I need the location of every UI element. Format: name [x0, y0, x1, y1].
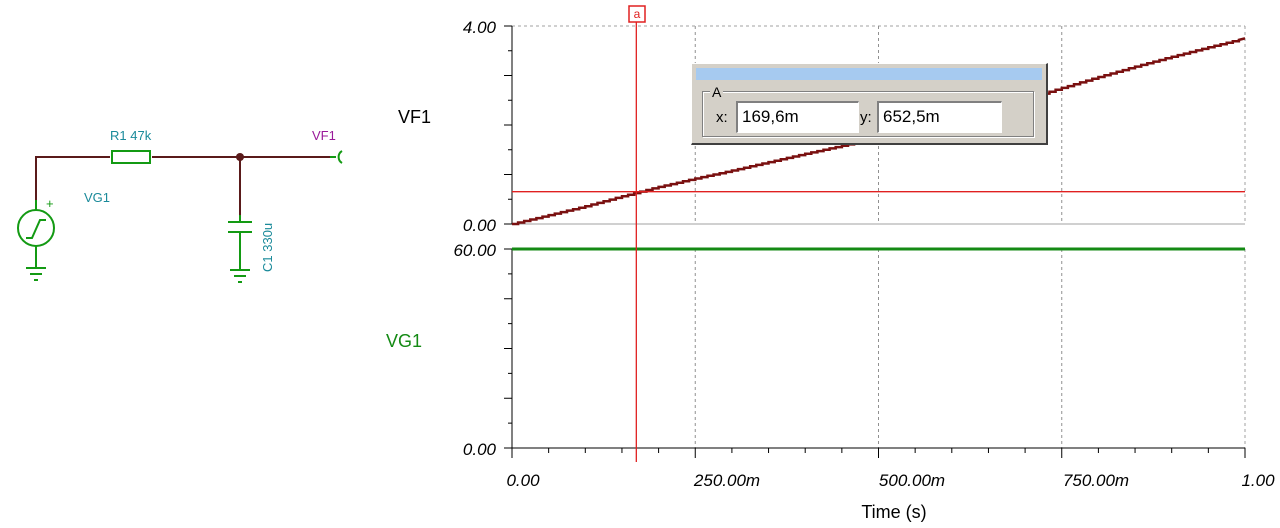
- cursor-groupbox: [702, 91, 1034, 137]
- capacitor-label: C1 330u: [260, 223, 275, 272]
- ground-symbol-capacitor: [230, 269, 250, 283]
- x-value-label: x:: [716, 109, 728, 126]
- resistor-label: R1 47k: [110, 128, 152, 143]
- y-tick-top-min: 0.00: [463, 216, 497, 235]
- x-tick-label: 250.00m: [693, 471, 760, 490]
- x-value-field[interactable]: 169,6m: [736, 101, 859, 133]
- y-value-field[interactable]: 652,5m: [877, 101, 1002, 133]
- x-tick-label: 750.00m: [1063, 471, 1129, 490]
- y-tick-top-max: 4.00: [463, 18, 497, 37]
- probe-vf1[interactable]: [330, 150, 343, 164]
- probe-label: VF1: [312, 128, 336, 143]
- trace-label-vf1: VF1: [398, 107, 431, 127]
- x-tick-label: 1.00: [1241, 471, 1275, 490]
- y-tick-bottom-max: 60.00: [453, 241, 496, 260]
- cursor-a[interactable]: [512, 22, 1245, 462]
- x-tick-label: 0.00: [506, 471, 540, 490]
- x-tick-label: 500.00m: [879, 471, 945, 490]
- source-label: VG1: [84, 190, 110, 205]
- cursor-marker[interactable]: a: [628, 5, 646, 23]
- window-titlebar[interactable]: [696, 68, 1042, 80]
- ground-symbol-source: [26, 267, 46, 281]
- y-tick-bottom-min: 0.00: [463, 440, 497, 459]
- source-polarity-plus: +: [46, 196, 54, 211]
- capacitor-c1[interactable]: [228, 215, 252, 270]
- cursor-readout-window[interactable]: A x: 169,6m y: 652,5m: [691, 63, 1048, 145]
- bottom-panel-grid: [512, 248, 1246, 449]
- y-value-label: y:: [860, 109, 872, 126]
- trace-label-vg1: VG1: [386, 331, 422, 351]
- voltage-source-vg1[interactable]: [17, 200, 55, 268]
- cursor-group-title: A: [710, 84, 724, 100]
- x-axis-label: Time (s): [861, 502, 926, 522]
- resistor-r1[interactable]: [111, 150, 151, 164]
- junction-dot: [236, 153, 244, 161]
- axes: [504, 25, 1246, 458]
- top-panel-grid: [512, 25, 1246, 225]
- cursor-marker-label: a: [634, 7, 641, 21]
- schematic-diagram[interactable]: R1 47k C1 330u + VG1 VF1: [0, 0, 380, 300]
